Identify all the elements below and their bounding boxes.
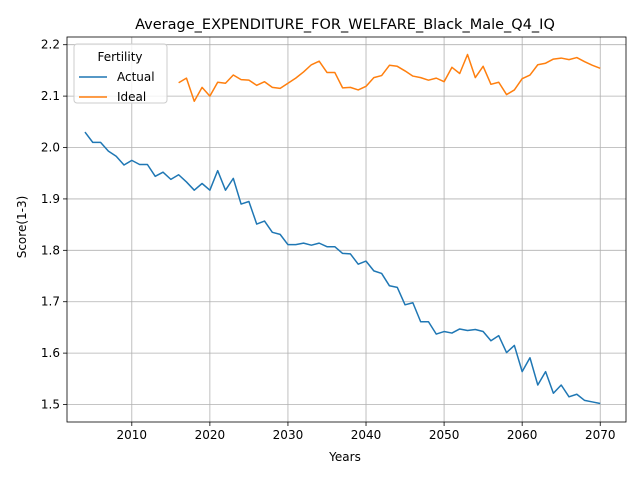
y-tick-label: 2.0 xyxy=(41,141,60,155)
x-tick-label: 2030 xyxy=(273,428,304,442)
legend-label-actual: Actual xyxy=(117,70,155,84)
y-tick-label: 2.1 xyxy=(41,89,60,103)
y-tick-label: 2.2 xyxy=(41,38,60,52)
x-tick-label: 2020 xyxy=(195,428,226,442)
legend-label-ideal: Ideal xyxy=(117,90,146,104)
x-tick-label: 2040 xyxy=(351,428,382,442)
y-axis-label: Score(1-3) xyxy=(15,196,29,259)
legend: Fertility Actual Ideal xyxy=(74,44,167,104)
legend-title: Fertility xyxy=(97,50,142,64)
x-axis-label: Years xyxy=(328,450,361,464)
chart-title: Average_EXPENDITURE_FOR_WELFARE_Black_Ma… xyxy=(135,17,555,33)
x-tick-label: 2050 xyxy=(429,428,460,442)
y-tick-label: 1.7 xyxy=(41,295,60,309)
y-tick-label: 1.6 xyxy=(41,346,60,360)
x-tick-label: 2070 xyxy=(585,428,616,442)
x-tick-label: 2010 xyxy=(117,428,148,442)
y-tick-label: 1.8 xyxy=(41,243,60,257)
y-tick-label: 1.9 xyxy=(41,192,60,206)
y-tick-label: 1.5 xyxy=(41,398,60,412)
x-tick-label: 2060 xyxy=(507,428,538,442)
